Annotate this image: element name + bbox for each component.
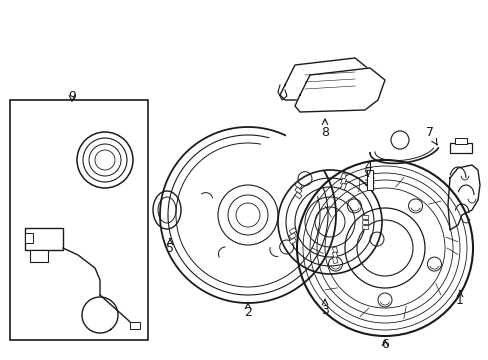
Text: 1: 1 [455, 291, 463, 306]
Text: 9: 9 [68, 90, 76, 104]
Polygon shape [280, 58, 369, 100]
Text: 6: 6 [380, 338, 388, 351]
Bar [340, 173, 346, 180]
Text: 8: 8 [320, 119, 328, 139]
Text: 4: 4 [364, 161, 371, 176]
Bar [340, 183, 346, 190]
Text: 2: 2 [244, 303, 251, 319]
Bar [332, 252, 337, 258]
Bar [332, 247, 337, 253]
Bar [289, 238, 296, 244]
Bar [362, 215, 368, 220]
Bar [294, 182, 302, 189]
Bar [289, 228, 296, 234]
Bar [449, 143, 471, 153]
Bar [332, 257, 337, 264]
Bar [366, 170, 372, 190]
Bar [25, 228, 63, 250]
Bar [362, 225, 368, 230]
Bar [340, 178, 346, 185]
Bar [454, 138, 466, 144]
Bar [294, 192, 302, 199]
Bar [294, 187, 302, 194]
Polygon shape [294, 68, 384, 112]
Bar [362, 220, 368, 225]
Bar [10, 100, 148, 340]
Bar [30, 250, 48, 262]
Bar [130, 322, 140, 329]
Bar [25, 233, 33, 243]
Text: 5: 5 [165, 239, 174, 255]
Text: 7: 7 [425, 126, 436, 145]
Bar [289, 233, 296, 239]
Text: 3: 3 [321, 299, 328, 316]
